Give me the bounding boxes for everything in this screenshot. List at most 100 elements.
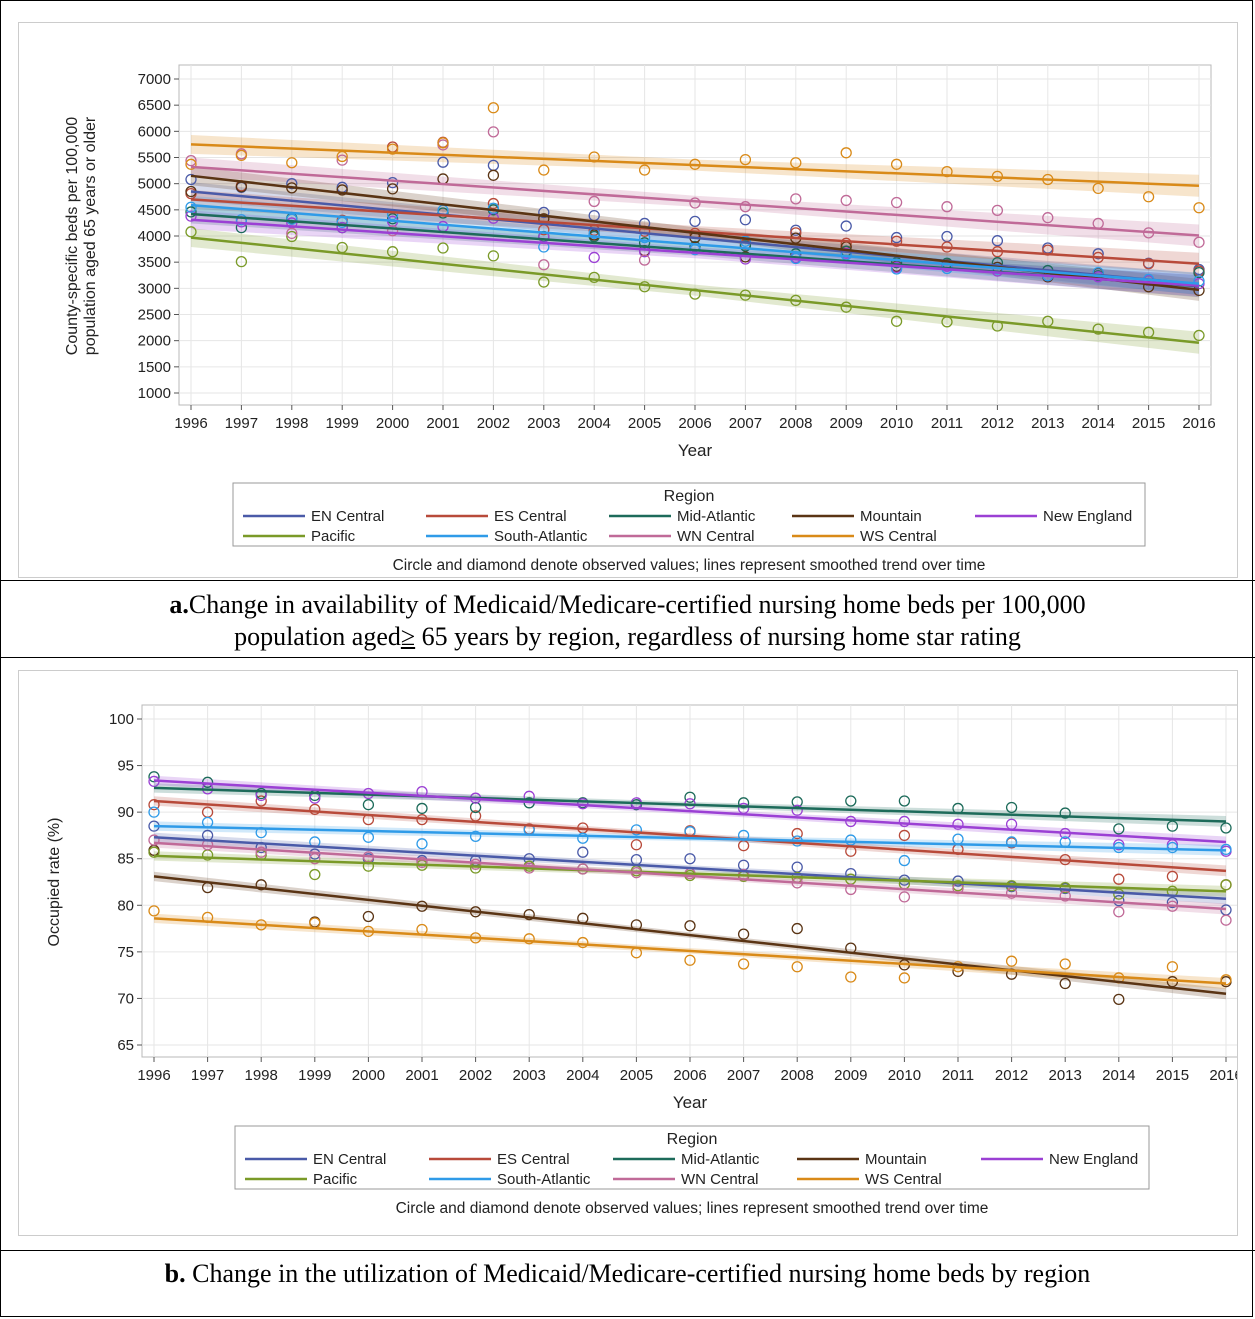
data-point [845, 971, 857, 983]
x-tick-label: 1999 [326, 415, 359, 432]
data-point [684, 853, 696, 865]
data-point [487, 169, 500, 181]
data-point [991, 204, 1004, 217]
legend-box [234, 1125, 1150, 1190]
data-point [890, 196, 903, 209]
data-point [898, 795, 911, 807]
x-tick-label: 1998 [275, 415, 308, 432]
x-tick-label: 2000 [376, 415, 409, 432]
y-tick-label: 85 [117, 851, 134, 868]
data-point [689, 215, 701, 227]
chart-panel-a: 1996 1997 1998 1999 2000 2001 2002 2003 2004 2005… [18, 22, 1238, 578]
data-point [538, 259, 550, 271]
data-point [362, 799, 375, 811]
data-point [235, 255, 248, 268]
legend-label: Mountain [860, 508, 922, 525]
legend-label: Mid-Atlantic [681, 1151, 760, 1168]
caption-a-label: a. [169, 590, 189, 619]
data-point [487, 102, 500, 114]
data-point [689, 197, 701, 209]
y-tick-label: 2500 [138, 307, 171, 324]
trend-line [190, 198, 1200, 265]
data-point [469, 858, 482, 870]
y-tick-label: 1000 [138, 385, 171, 402]
x-tick-label: 2010 [880, 415, 913, 432]
caption-b-text: Change in the utilization of Medicaid/Me… [185, 1259, 1091, 1288]
data-point [148, 806, 160, 818]
x-tick-label: 2004 [566, 1067, 599, 1084]
data-point [845, 834, 857, 846]
legend-box [232, 482, 1146, 547]
data-point [684, 920, 696, 932]
x-tick-label: 2015 [1156, 1067, 1189, 1084]
data-point [1166, 961, 1179, 973]
x-tick-label: 2003 [527, 415, 560, 432]
caption-a-ge-symbol: ≥ [400, 622, 416, 651]
divider [0, 580, 1255, 581]
data-point [487, 197, 500, 210]
x-axis-label: Year [673, 1093, 708, 1112]
y-tick-label: 95 [117, 758, 134, 775]
data-point [630, 824, 643, 836]
y-tick-label: 75 [117, 944, 134, 961]
trend-line [190, 203, 1200, 285]
data-point [185, 206, 197, 218]
x-tick-label: 2002 [477, 415, 510, 432]
trend-line [190, 143, 1200, 188]
trend-line [153, 786, 1227, 823]
data-point [845, 795, 857, 807]
data-point [739, 214, 752, 226]
legend-label: WN Central [677, 528, 755, 545]
data-point [890, 231, 903, 244]
data-point [185, 226, 197, 238]
x-tick-label: 1998 [245, 1067, 278, 1084]
data-point [991, 235, 1004, 247]
data-point [286, 227, 298, 240]
data-point [840, 220, 852, 232]
data-point [437, 137, 449, 149]
trend-line [190, 236, 1200, 345]
data-point [362, 910, 375, 923]
data-point [630, 839, 643, 851]
data-point [286, 157, 298, 169]
data-point [185, 201, 197, 213]
y-tick-label: 3000 [138, 280, 171, 297]
data-point [791, 922, 803, 935]
data-point [1113, 993, 1125, 1006]
data-point [309, 868, 321, 881]
footnote: Circle and diamond denote observed value… [396, 1200, 989, 1217]
data-point [148, 846, 160, 858]
data-point [1005, 801, 1018, 814]
data-point [1166, 820, 1179, 832]
legend-label: ES Central [497, 1151, 570, 1168]
trend-line [153, 799, 1227, 873]
data-point [469, 801, 482, 814]
x-tick-label: 2008 [781, 1067, 814, 1084]
chart-a: 1996 1997 1998 1999 2000 2001 2002 2003 2004 2005… [64, 64, 1216, 574]
x-tick-label: 2006 [678, 415, 711, 432]
chart-b: 1996 1997 1998 1999 2000 2001 2002 2003 2004 2005… [46, 704, 1243, 1217]
data-point [309, 803, 321, 815]
data-point [1166, 841, 1179, 854]
data-point [898, 815, 911, 828]
data-point [890, 257, 903, 269]
legend-label: Mountain [865, 1151, 927, 1168]
trend-line [190, 218, 1200, 287]
x-tick-label: 1997 [225, 415, 258, 432]
x-tick-label: 2015 [1132, 415, 1165, 432]
data-point [487, 126, 500, 138]
y-tick-label: 3500 [138, 254, 171, 271]
data-point [1220, 974, 1232, 986]
y-axis-label: Occupied rate (%) [46, 818, 63, 947]
data-point [538, 164, 550, 176]
data-point [1059, 890, 1071, 902]
data-point [737, 797, 750, 809]
legend-label: EN Central [313, 1151, 386, 1168]
footnote: Circle and diamond denote observed value… [393, 557, 986, 574]
trend-line [153, 836, 1227, 901]
data-point [791, 961, 803, 973]
divider [0, 1250, 1255, 1251]
x-tick-label: 2012 [981, 415, 1014, 432]
data-point [1005, 836, 1018, 848]
caption-a-line2-start: population aged [234, 622, 401, 651]
